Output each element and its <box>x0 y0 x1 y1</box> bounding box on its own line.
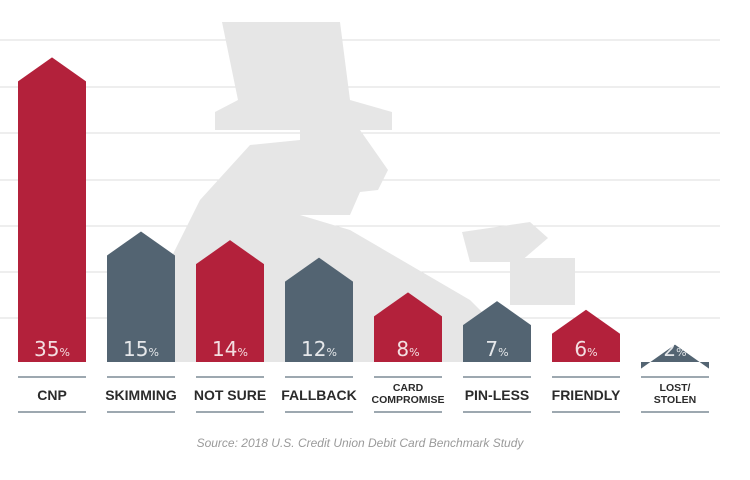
bar-value-number: 14 <box>212 337 237 361</box>
category-label-line: CARD <box>393 382 424 394</box>
category-labels: CNP SKIMMING NOT SURE FALLBACK CARD COMPROMIS… <box>37 382 696 406</box>
category-label: PIN-LESS <box>465 387 530 403</box>
category-label-line: COMPROMISE <box>372 394 445 406</box>
bar-value-label: 2% <box>663 337 686 361</box>
bar-value-number: 15 <box>123 337 148 361</box>
bar <box>18 57 86 363</box>
bar-value-label: 14% <box>212 337 248 361</box>
category-label: CARD COMPROMISE <box>372 382 445 406</box>
bars: 35% 15% 14% 12% 8% 7% 6% 2% <box>18 57 709 369</box>
bar-value-percent: % <box>498 346 508 359</box>
category-label-line: STOLEN <box>654 394 696 406</box>
bar <box>552 309 620 362</box>
bar <box>285 257 353 362</box>
category-label: CNP <box>37 387 67 403</box>
bar-value-number: 8 <box>396 337 409 361</box>
bar-value-label: 7% <box>485 337 508 361</box>
category-label-line: SKIMMING <box>105 387 177 403</box>
bar <box>463 301 531 362</box>
category-label: NOT SURE <box>194 387 266 403</box>
bar-value-percent: % <box>409 346 419 359</box>
category-label-line: NOT SURE <box>194 387 266 403</box>
bar-value-number: 6 <box>574 337 587 361</box>
bar <box>196 240 264 362</box>
bar-value-percent: % <box>587 346 597 359</box>
category-label: SKIMMING <box>105 387 177 403</box>
category-label-line: CNP <box>37 387 67 403</box>
bar-value-percent: % <box>238 346 248 359</box>
category-label-line: FALLBACK <box>281 387 356 403</box>
bar-value-label: 12% <box>301 337 337 361</box>
category-label-line: PIN-LESS <box>465 387 530 403</box>
bar-value-percent: % <box>676 346 686 359</box>
category-label-line: FRIENDLY <box>552 387 621 403</box>
category-label: FALLBACK <box>281 387 356 403</box>
bar-value-label: 15% <box>123 337 159 361</box>
bar-value-label: 8% <box>396 337 419 361</box>
bar-value-percent: % <box>60 346 70 359</box>
bar-value-number: 2 <box>663 337 676 361</box>
bar-value-label: 6% <box>574 337 597 361</box>
bar-value-label: 35% <box>34 337 70 361</box>
category-label-line: LOST/ <box>660 382 691 394</box>
bar-value-number: 7 <box>485 337 498 361</box>
bar-value-percent: % <box>149 346 159 359</box>
label-underlines <box>18 376 709 413</box>
bar-value-number: 12 <box>301 337 326 361</box>
source-note: Source: 2018 U.S. Credit Union Debit Car… <box>196 436 524 450</box>
bar-value-number: 35 <box>34 337 59 361</box>
bar <box>641 344 709 369</box>
category-label: FRIENDLY <box>552 387 621 403</box>
bar <box>107 231 175 362</box>
bar <box>374 292 442 362</box>
bar-value-percent: % <box>327 346 337 359</box>
category-label: LOST/STOLEN <box>654 382 696 406</box>
